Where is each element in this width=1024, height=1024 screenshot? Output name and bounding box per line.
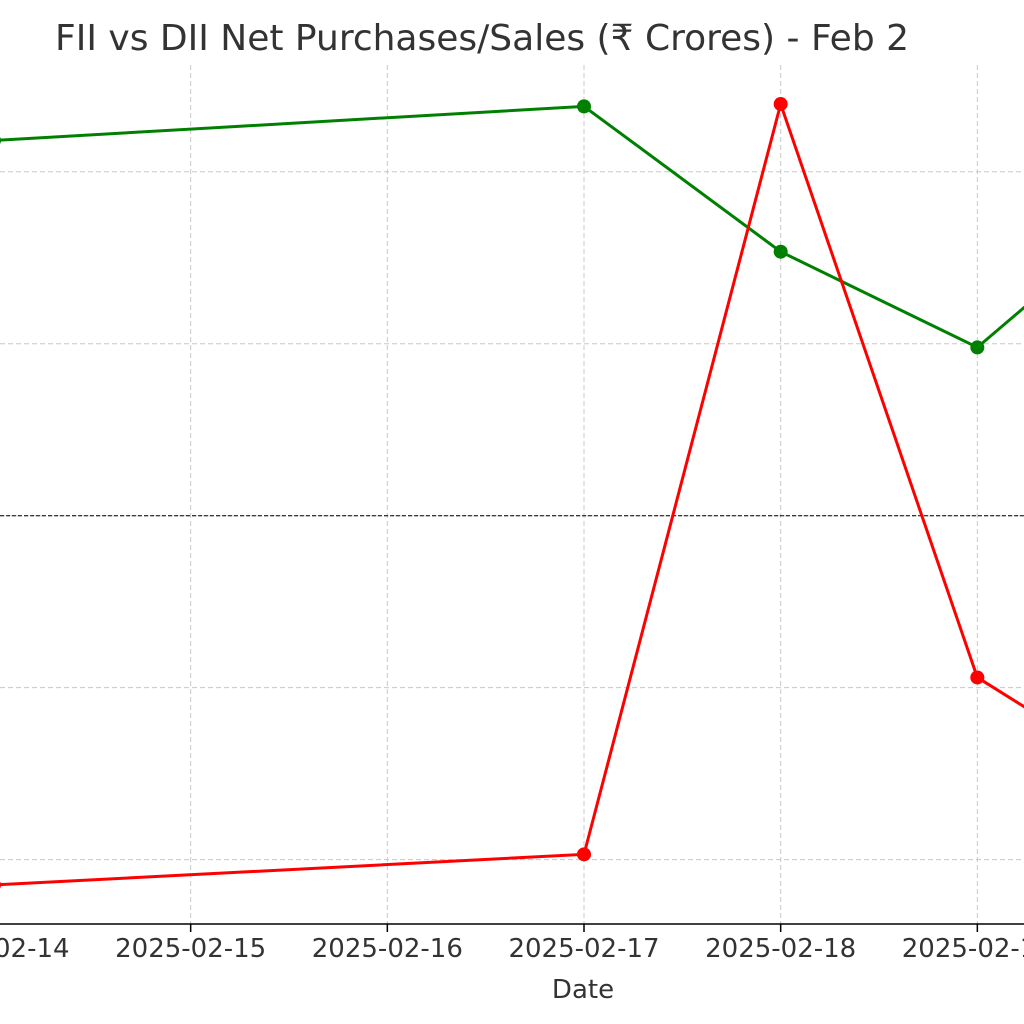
chart-title: FII vs DII Net Purchases/Sales (₹ Crores… <box>55 18 909 59</box>
x-tick-label: 2025-02-14 <box>0 934 70 964</box>
series-line <box>0 104 1024 350</box>
point <box>970 670 985 685</box>
x-tick-label: 2025-02-15 <box>115 934 266 964</box>
point <box>577 847 591 862</box>
point <box>0 136 1 145</box>
point <box>0 881 1 889</box>
x-tick-label: 2025-02-17 <box>508 934 659 964</box>
x-tick-label: 2025-02-18 <box>705 934 856 964</box>
x-axis-label: Date <box>552 975 614 1005</box>
point <box>773 97 788 112</box>
point <box>577 99 591 114</box>
point <box>773 244 788 259</box>
point <box>970 340 985 355</box>
x-tick-label: 2025-02-16 <box>312 934 463 964</box>
series-line <box>0 98 1024 887</box>
x-tick-label: 2025-02-19 <box>902 934 1024 964</box>
